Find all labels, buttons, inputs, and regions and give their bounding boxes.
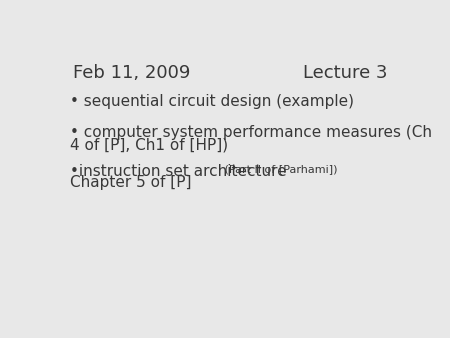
Text: Feb 11, 2009: Feb 11, 2009	[73, 64, 191, 82]
Text: 4 of [P], Ch1 of [HP]): 4 of [P], Ch1 of [HP])	[70, 138, 228, 152]
Text: (Part II of [Parhami]): (Part II of [Parhami])	[221, 164, 338, 174]
Text: Lecture 3: Lecture 3	[303, 64, 388, 82]
Text: • computer system performance measures (Ch: • computer system performance measures (…	[70, 125, 432, 140]
Text: •instruction set architecture: •instruction set architecture	[70, 164, 287, 179]
Text: Chapter 5 of [P]: Chapter 5 of [P]	[70, 175, 192, 190]
Text: • sequential circuit design (example): • sequential circuit design (example)	[70, 94, 354, 110]
